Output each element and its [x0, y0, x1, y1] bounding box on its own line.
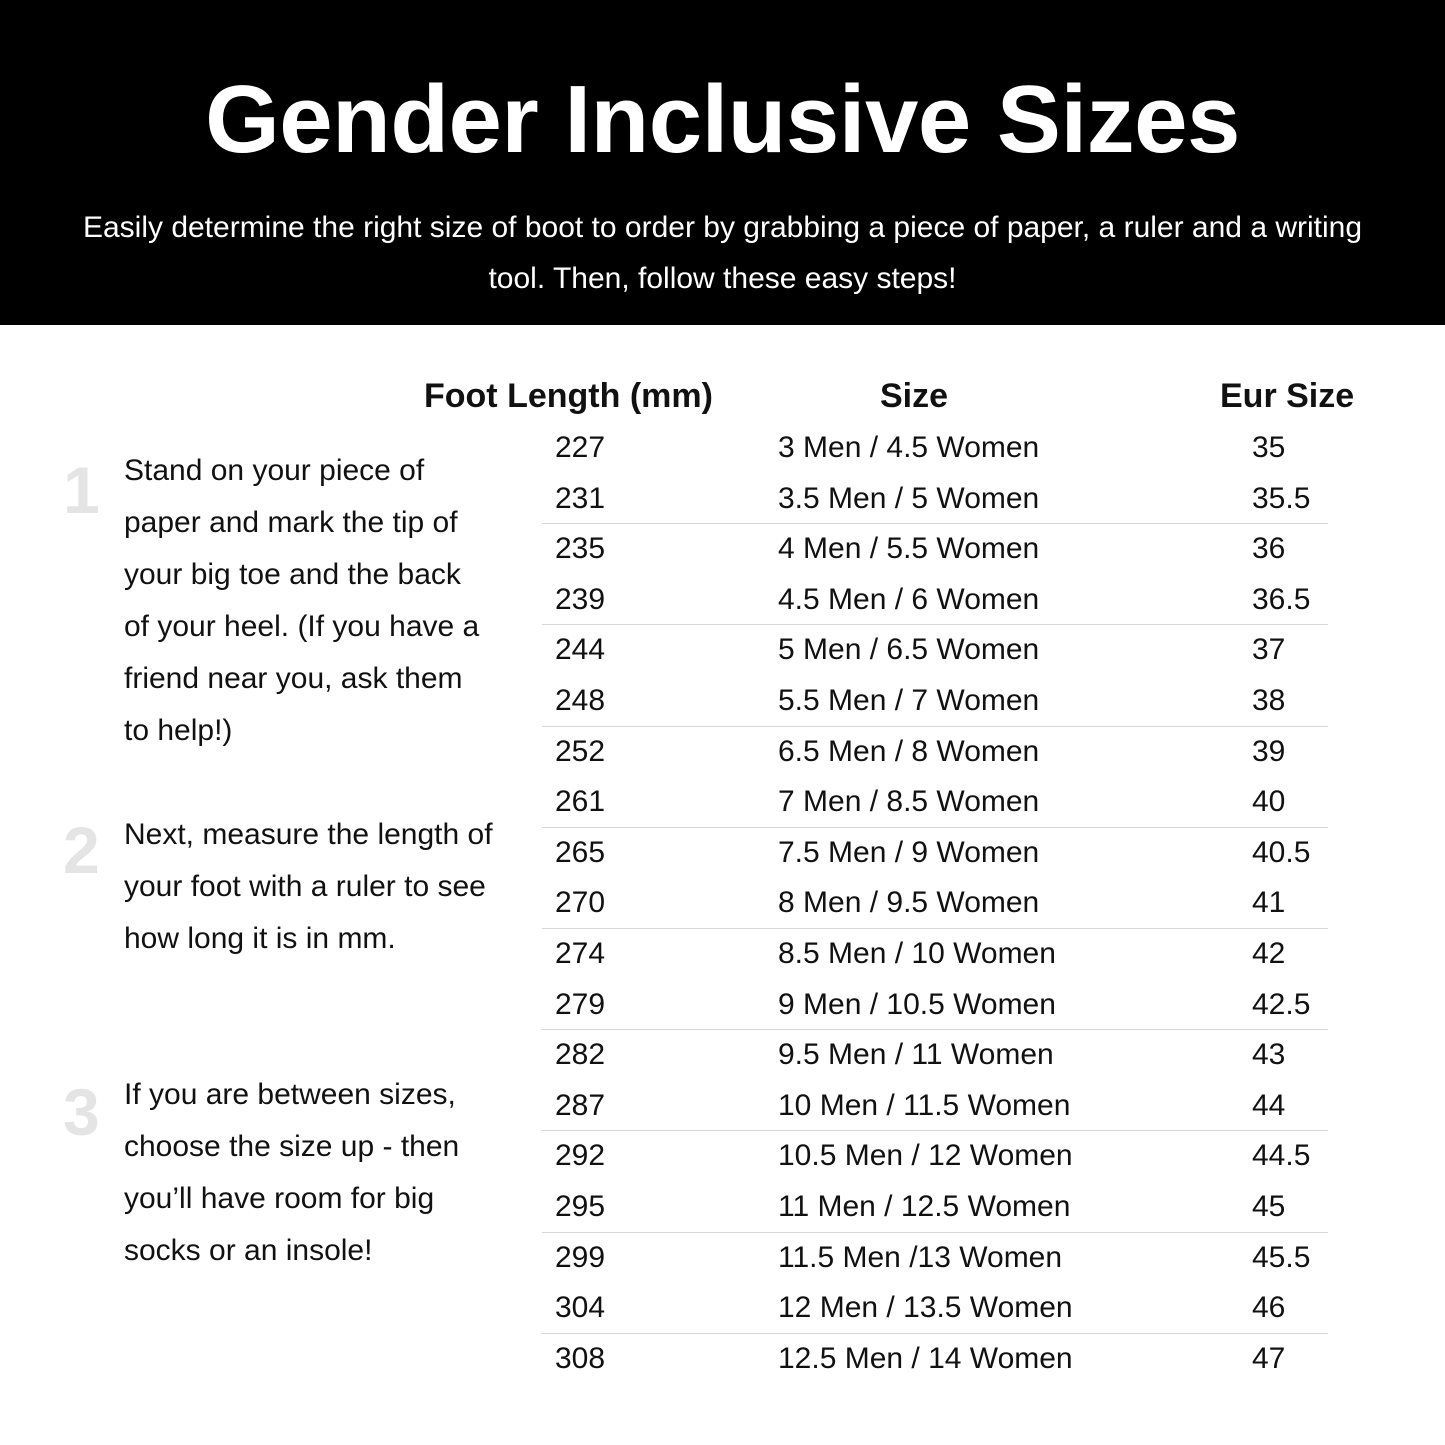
- eur-size-cell: 40: [1252, 785, 1286, 819]
- size-cell: 4.5 Men / 6 Women: [778, 582, 1040, 616]
- size-cell: 4 Men / 5.5 Women: [778, 532, 1040, 566]
- size-cell: 8 Men / 9.5 Women: [778, 886, 1040, 920]
- size-cell: 5 Men / 6.5 Women: [778, 633, 1040, 667]
- foot-length-cell: 244: [555, 633, 606, 667]
- table-row: 274 8.5 Men / 10 Women 42: [542, 929, 1328, 980]
- eur-size-cell: 47: [1252, 1341, 1286, 1375]
- eur-size-cell: 35.5: [1252, 481, 1311, 515]
- size-cell: 9 Men / 10.5 Women: [778, 987, 1056, 1021]
- step-text: Next, measure the length of your foot wi…: [124, 818, 493, 955]
- table-row: 261 7 Men / 8.5 Women 40: [542, 777, 1328, 828]
- foot-length-cell: 274: [555, 936, 606, 970]
- size-cell: 12 Men / 13.5 Women: [778, 1291, 1073, 1325]
- size-cell: 9.5 Men / 11 Women: [778, 1038, 1054, 1072]
- foot-length-cell: 248: [555, 683, 606, 717]
- table-row: 235 4 Men / 5.5 Women 36: [542, 524, 1328, 575]
- foot-length-cell: 287: [555, 1088, 606, 1122]
- foot-length-cell: 308: [555, 1341, 606, 1375]
- eur-size-cell: 40.5: [1252, 835, 1311, 869]
- table-row: 308 12.5 Men / 14 Women 47: [542, 1334, 1328, 1385]
- table-row: 304 12 Men / 13.5 Women 46: [542, 1283, 1328, 1334]
- foot-length-cell: 265: [555, 835, 606, 869]
- eur-size-cell: 42: [1252, 936, 1286, 970]
- size-cell: 10 Men / 11.5 Women: [778, 1088, 1071, 1122]
- eur-size-cell: 38: [1252, 683, 1286, 717]
- table-row: 282 9.5 Men / 11 Women 43: [542, 1030, 1328, 1081]
- column-header-size: Size: [880, 377, 949, 415]
- size-cell: 11 Men / 12.5 Women: [778, 1189, 1071, 1223]
- column-header-eur-size: Eur Size: [1220, 377, 1355, 415]
- eur-size-cell: 43: [1252, 1038, 1286, 1072]
- foot-length-cell: 270: [555, 886, 606, 920]
- eur-size-cell: 39: [1252, 734, 1286, 768]
- eur-size-cell: 36: [1252, 532, 1286, 566]
- foot-length-cell: 295: [555, 1189, 606, 1223]
- table-row: 292 10.5 Men / 12 Women 44.5: [542, 1131, 1328, 1182]
- eur-size-cell: 35: [1252, 431, 1286, 464]
- column-header-foot-length: Foot Length (mm): [424, 377, 713, 415]
- eur-size-cell: 44: [1252, 1088, 1286, 1122]
- header-banner: Gender Inclusive Sizes Easily determine …: [0, 0, 1445, 325]
- size-cell: 7 Men / 8.5 Women: [778, 785, 1040, 819]
- size-cell: 8.5 Men / 10 Women: [778, 936, 1056, 970]
- size-cell: 12.5 Men / 14 Women: [778, 1341, 1073, 1375]
- size-cell: 5.5 Men / 7 Women: [778, 683, 1040, 717]
- size-cell: 6.5 Men / 8 Women: [778, 734, 1040, 768]
- eur-size-cell: 45.5: [1252, 1240, 1311, 1274]
- foot-length-cell: 227: [555, 431, 606, 464]
- table-row: 299 11.5 Men /13 Women 45.5: [542, 1233, 1328, 1284]
- foot-length-cell: 299: [555, 1240, 606, 1274]
- eur-size-cell: 44.5: [1252, 1139, 1311, 1173]
- eur-size-cell: 45: [1252, 1189, 1286, 1223]
- foot-length-cell: 261: [555, 785, 606, 819]
- table-row: 295 11 Men / 12.5 Women 45: [542, 1182, 1328, 1233]
- step-number: 3: [63, 1075, 100, 1149]
- page-title: Gender Inclusive Sizes: [205, 66, 1240, 173]
- table-row: 270 8 Men / 9.5 Women 41: [542, 878, 1328, 929]
- page-subtitle: Easily determine the right size of boot …: [82, 211, 1363, 295]
- table-row: 227 3 Men / 4.5 Women 35: [542, 423, 1328, 474]
- foot-length-cell: 252: [555, 734, 606, 768]
- step-number: 1: [63, 453, 100, 527]
- size-cell: 10.5 Men / 12 Women: [778, 1139, 1073, 1173]
- foot-length-cell: 235: [555, 532, 606, 566]
- eur-size-cell: 37: [1252, 633, 1286, 667]
- size-table: 227 3 Men / 4.5 Women 35 231 3.5 Men / 5 Wom…: [542, 423, 1328, 1384]
- eur-size-cell: 41: [1252, 886, 1286, 920]
- table-row: 265 7.5 Men / 9 Women 40.5: [542, 828, 1328, 879]
- size-cell: 7.5 Men / 9 Women: [778, 835, 1040, 869]
- size-cell: 3 Men / 4.5 Women: [778, 431, 1040, 464]
- table-row: 248 5.5 Men / 7 Women 38: [542, 676, 1328, 727]
- step-number: 2: [63, 813, 100, 887]
- foot-length-cell: 239: [555, 582, 606, 616]
- table-row: 287 10 Men / 11.5 Women 44: [542, 1081, 1328, 1132]
- foot-length-cell: 279: [555, 987, 606, 1021]
- eur-size-cell: 42.5: [1252, 987, 1311, 1021]
- table-row: 231 3.5 Men / 5 Women 35.5: [542, 474, 1328, 525]
- table-row: 279 9 Men / 10.5 Women 42.5: [542, 980, 1328, 1031]
- foot-length-cell: 231: [555, 481, 606, 515]
- eur-size-cell: 36.5: [1252, 582, 1311, 616]
- foot-length-cell: 304: [555, 1291, 606, 1325]
- step-text: Stand on your piece of paper and mark th…: [124, 454, 480, 747]
- size-cell: 11.5 Men /13 Women: [778, 1240, 1063, 1274]
- foot-length-cell: 282: [555, 1038, 606, 1072]
- table-row: 252 6.5 Men / 8 Women 39: [542, 727, 1328, 778]
- size-cell: 3.5 Men / 5 Women: [778, 481, 1040, 515]
- step-text: If you are between sizes, choose the siz…: [124, 1078, 460, 1267]
- foot-length-cell: 292: [555, 1139, 606, 1173]
- table-row: 244 5 Men / 6.5 Women 37: [542, 625, 1328, 676]
- eur-size-cell: 46: [1252, 1291, 1286, 1325]
- table-row: 239 4.5 Men / 6 Women 36.5: [542, 575, 1328, 626]
